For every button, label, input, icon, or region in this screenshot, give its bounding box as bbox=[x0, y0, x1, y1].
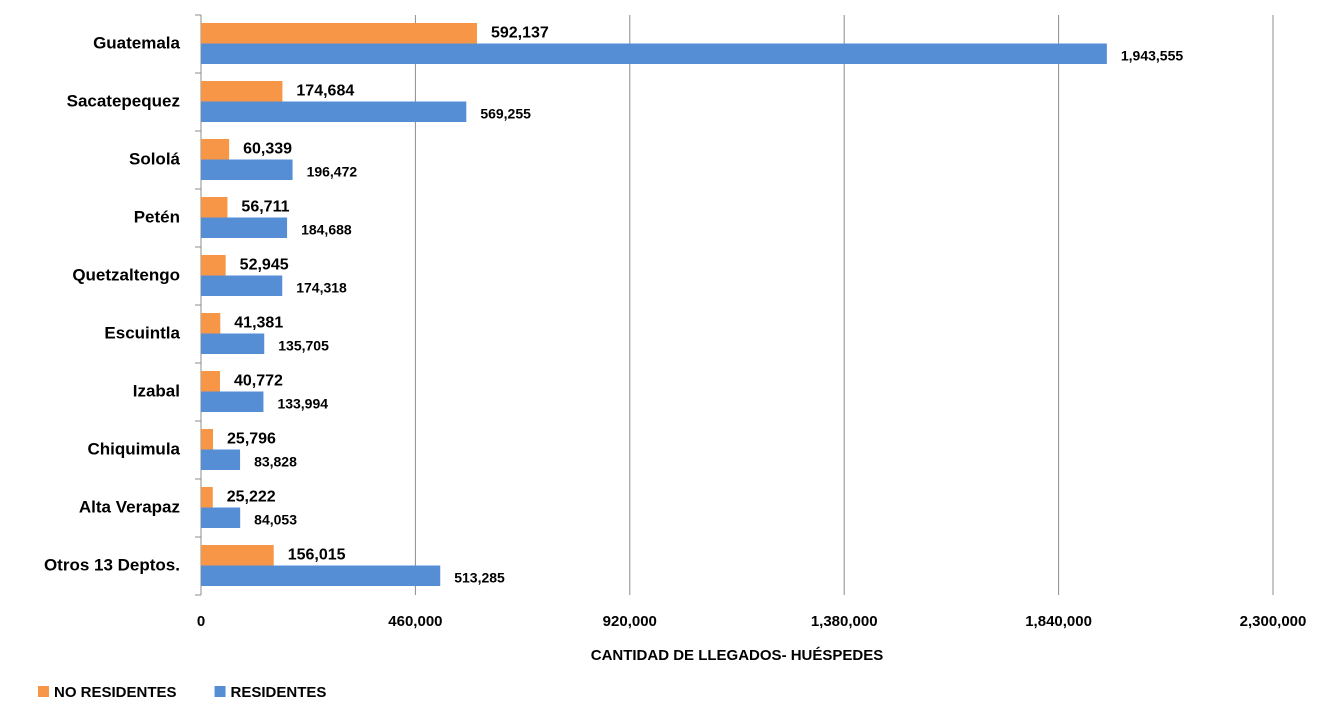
value-label: 513,285 bbox=[454, 569, 505, 585]
value-label: 52,945 bbox=[240, 256, 289, 273]
value-label: 133,994 bbox=[277, 395, 328, 411]
value-label: 60,339 bbox=[243, 140, 292, 157]
bar bbox=[201, 391, 264, 412]
legend-label: RESIDENTES bbox=[231, 684, 327, 701]
y-tick-label: Chiquimula bbox=[87, 439, 180, 458]
bar bbox=[201, 81, 283, 102]
value-label: 25,796 bbox=[227, 430, 276, 447]
y-tick-label: Petén bbox=[134, 207, 180, 226]
value-label: 135,705 bbox=[278, 337, 329, 353]
y-tick-label: Sololá bbox=[129, 149, 181, 168]
bar bbox=[201, 449, 241, 470]
bar bbox=[201, 333, 265, 354]
value-label: 174,684 bbox=[296, 82, 354, 99]
bar bbox=[201, 487, 213, 508]
y-tick-label: Quetzaltengo bbox=[72, 265, 180, 284]
x-tick-label: 2,300,000 bbox=[1240, 613, 1307, 630]
legend-swatch bbox=[214, 686, 226, 697]
x-tick-label: 0 bbox=[197, 613, 205, 630]
bar bbox=[201, 23, 477, 44]
legend-swatch bbox=[38, 686, 49, 697]
x-axis-title: CANTIDAD DE LLEGADOS- HUÉSPEDES bbox=[591, 647, 884, 664]
y-tick-label: Alta Verapaz bbox=[79, 497, 180, 516]
value-label: 184,688 bbox=[301, 221, 352, 237]
x-tick-label: 1,840,000 bbox=[1025, 613, 1092, 630]
bar bbox=[201, 565, 441, 586]
value-label: 569,255 bbox=[480, 105, 531, 121]
value-label: 84,053 bbox=[254, 511, 297, 527]
bar bbox=[201, 371, 221, 392]
value-label: 196,472 bbox=[307, 163, 358, 179]
y-tick-label: Escuintla bbox=[104, 323, 180, 342]
value-label: 41,381 bbox=[234, 314, 283, 331]
x-tick-label: 1,380,000 bbox=[811, 613, 878, 630]
value-label: 174,318 bbox=[296, 279, 347, 295]
x-tick-label: 920,000 bbox=[603, 613, 657, 630]
y-tick-label: Otros 13 Deptos. bbox=[44, 555, 180, 574]
x-tick-label: 460,000 bbox=[388, 613, 442, 630]
bar bbox=[201, 101, 467, 122]
bar bbox=[201, 197, 228, 218]
legend-label: NO RESIDENTES bbox=[54, 684, 177, 701]
y-tick-label: Guatemala bbox=[93, 33, 180, 52]
bar bbox=[201, 429, 214, 450]
value-label: 592,137 bbox=[491, 24, 549, 41]
bar bbox=[201, 275, 283, 296]
bar bbox=[201, 255, 226, 276]
value-label: 56,711 bbox=[241, 198, 289, 215]
bar bbox=[201, 43, 1107, 64]
bar bbox=[201, 313, 221, 334]
value-label: 40,772 bbox=[234, 372, 283, 389]
bar bbox=[201, 545, 274, 566]
value-label: 156,015 bbox=[288, 546, 346, 563]
y-tick-label: Sacatepequez bbox=[67, 91, 180, 110]
value-label: 25,222 bbox=[227, 488, 276, 505]
bar bbox=[201, 217, 288, 238]
value-label: 1,943,555 bbox=[1121, 47, 1183, 63]
y-tick-label: Izabal bbox=[133, 381, 180, 400]
bar bbox=[201, 507, 241, 528]
bar bbox=[201, 159, 293, 180]
value-label: 83,828 bbox=[254, 453, 297, 469]
bar bbox=[201, 139, 230, 160]
